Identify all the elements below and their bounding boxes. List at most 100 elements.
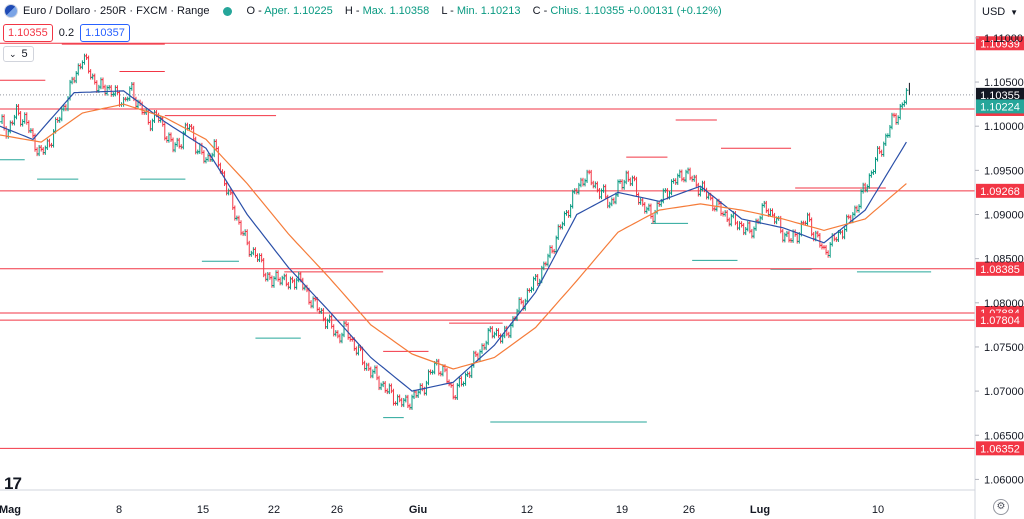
- indicator-count: 5: [21, 48, 28, 60]
- low-label: L: [441, 5, 448, 17]
- range-bar: [327, 314, 332, 324]
- range-bar: [651, 214, 656, 224]
- time-tick-label: 8: [116, 504, 122, 516]
- range-bar: [175, 137, 180, 147]
- sell-button[interactable]: 1.10355: [3, 24, 53, 42]
- level-badge: [976, 313, 1024, 328]
- price-tick-label: 1.06500: [984, 430, 1024, 442]
- range-bar: [484, 340, 489, 351]
- range-bar: [570, 189, 575, 209]
- range-bar: [292, 278, 297, 290]
- range-bar: [854, 205, 859, 213]
- price-tick-label: 1.09500: [984, 165, 1024, 177]
- range-bar: [416, 389, 421, 398]
- time-tick-label: 22: [268, 504, 280, 516]
- range-bar: [473, 350, 478, 357]
- range-bar: [344, 320, 349, 327]
- range-bar: [251, 247, 256, 256]
- range-bar: [20, 119, 25, 127]
- settings-icon[interactable]: ⚙: [993, 499, 1009, 515]
- range-bar: [578, 177, 583, 188]
- price-tick-label: 1.07000: [984, 386, 1024, 398]
- range-bar: [869, 170, 874, 178]
- range-bar: [815, 230, 820, 238]
- range-bar: [529, 286, 534, 293]
- range-bar: [385, 388, 390, 395]
- range-bar: [309, 300, 314, 309]
- time-tick-label: 26: [331, 504, 343, 516]
- range-bar: [601, 184, 606, 193]
- range-bar: [337, 333, 342, 344]
- time-tick-label: 12: [521, 504, 533, 516]
- range-bar: [749, 228, 754, 239]
- range-bar: [859, 189, 864, 209]
- range-bar: [737, 221, 742, 231]
- level-badge-label: 1.09268: [980, 186, 1020, 198]
- currency-selector[interactable]: USD ▼: [978, 3, 1022, 21]
- range-bar: [743, 227, 748, 236]
- range-bar: [690, 175, 695, 182]
- chevron-down-icon[interactable]: ⌄: [9, 48, 17, 59]
- range-bar: [243, 229, 248, 237]
- level-badge: [976, 261, 1024, 276]
- range-bar: [257, 253, 262, 263]
- ma-price-badge: [976, 99, 1024, 114]
- indicator-toggle[interactable]: ⌄ 5: [3, 46, 34, 62]
- range-bar: [164, 136, 169, 143]
- range-bar: [480, 343, 485, 354]
- range-bar: [354, 346, 359, 356]
- time-tick-label: 26: [683, 504, 695, 516]
- price-tick-label: 1.10500: [984, 77, 1024, 89]
- range-bar: [370, 369, 375, 379]
- range-bar: [671, 178, 676, 184]
- time-tick-label: 19: [616, 504, 628, 516]
- range-bar: [253, 247, 258, 258]
- range-bar: [560, 221, 565, 230]
- horizontal-levels[interactable]: 1.109391.101951.092681.083851.078841.078…: [0, 36, 1024, 456]
- range-bar: [826, 250, 831, 258]
- range-bar: [362, 360, 367, 371]
- range-bar: [772, 212, 777, 225]
- range-bar: [583, 178, 588, 187]
- range-bar: [55, 117, 60, 123]
- range-bar: [819, 243, 824, 250]
- range-bar: [609, 197, 614, 207]
- high-label: H: [344, 5, 353, 17]
- range-bar: [673, 178, 678, 185]
- symbol-title[interactable]: Euro / Dollaro · 250R · FXCM · Range: [23, 5, 210, 17]
- trade-buttons: 1.10355 0.2 1.10357: [3, 24, 130, 42]
- range-bar: [496, 328, 501, 338]
- range-bar: [162, 122, 167, 141]
- range-bar: [698, 187, 703, 197]
- range-bar: [115, 85, 120, 95]
- range-bar: [879, 149, 884, 157]
- last-price-badge: [976, 87, 1024, 102]
- range-bar: [41, 147, 46, 155]
- tradingview-logo-icon[interactable]: 17: [4, 474, 22, 493]
- range-bar: [39, 145, 44, 152]
- price-tick-label: 1.11000: [984, 33, 1023, 45]
- price-tick-label: 1.08000: [984, 298, 1024, 310]
- range-bar: [57, 116, 62, 123]
- spread-value: 0.2: [58, 27, 75, 39]
- level-badge-label: 1.06352: [980, 443, 1020, 455]
- range-bar: [335, 330, 340, 339]
- eu-flag-icon[interactable]: [4, 4, 18, 18]
- range-bar: [47, 138, 52, 148]
- close-label: C: [532, 5, 541, 17]
- range-bar: [30, 128, 35, 138]
- buy-button[interactable]: 1.10357: [80, 24, 130, 42]
- range-bar: [465, 371, 470, 377]
- range-bar: [607, 201, 612, 209]
- range-bar: [333, 330, 338, 337]
- range-bar: [640, 197, 645, 207]
- range-bar: [638, 197, 643, 205]
- range-bar: [12, 114, 17, 126]
- range-bar: [177, 137, 182, 149]
- range-bar: [72, 76, 77, 84]
- currency-label: USD: [982, 6, 1006, 18]
- eye-dot-icon[interactable]: [223, 6, 233, 16]
